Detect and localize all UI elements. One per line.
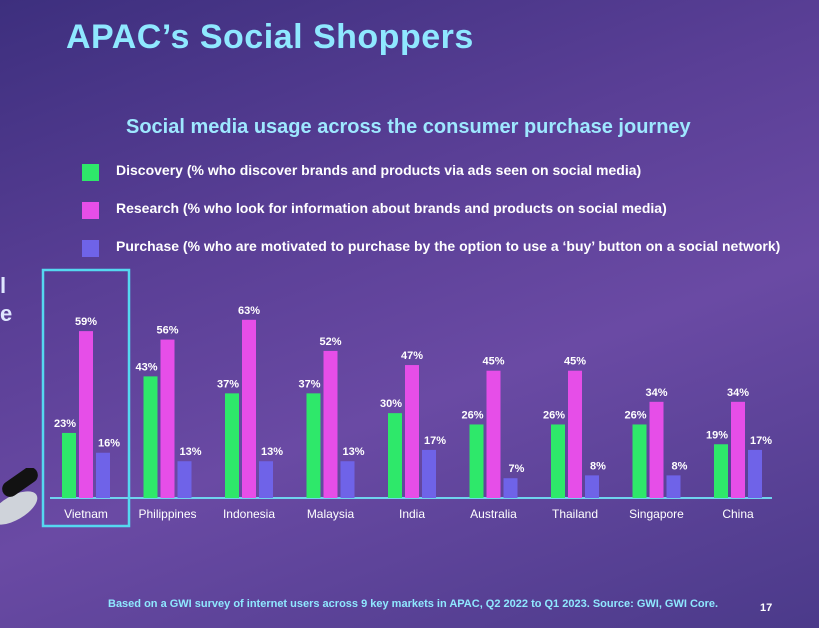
- bar-singapore-discovery: [632, 424, 647, 498]
- bar-australia-discovery: [469, 424, 484, 498]
- highlight-box: [41, 268, 131, 528]
- bar-china-discovery: [714, 444, 728, 498]
- bar-india-discovery: [388, 413, 402, 498]
- bar-india-research: [405, 365, 419, 498]
- bar-australia-purchase: [503, 478, 518, 498]
- bar-indonesia-research: [242, 319, 256, 498]
- legend-swatch-purchase: [82, 240, 99, 257]
- category-label: Philippines: [138, 507, 196, 521]
- data-label: 34%: [645, 387, 667, 399]
- data-label: 56%: [156, 325, 178, 337]
- category-label: Thailand: [552, 507, 598, 521]
- data-label: 19%: [706, 429, 728, 441]
- bar-thailand-purchase: [585, 475, 599, 498]
- data-label: 45%: [564, 356, 586, 368]
- category-label: Singapore: [629, 507, 684, 521]
- data-label: 7%: [509, 463, 525, 475]
- bar-philippines-research: [160, 339, 175, 498]
- data-label: 13%: [261, 446, 283, 458]
- bar-singapore-purchase: [666, 475, 681, 498]
- microphone-icon: [0, 468, 38, 525]
- data-label: 37%: [298, 378, 320, 390]
- data-label: 13%: [179, 446, 201, 458]
- bar-philippines-purchase: [177, 461, 192, 498]
- bar-china-research: [731, 401, 745, 498]
- data-label: 26%: [543, 409, 565, 421]
- data-label: 52%: [319, 336, 341, 348]
- bar-malaysia-discovery: [306, 393, 321, 498]
- legend-label-research: Research (% who look for information abo…: [116, 200, 667, 216]
- bar-malaysia-research: [323, 350, 338, 498]
- data-label: 8%: [672, 460, 688, 472]
- cropped-side-text-line: e: [0, 301, 13, 326]
- bar-indonesia-discovery: [225, 393, 239, 498]
- chart-title: Social media usage across the consumer p…: [126, 116, 691, 138]
- category-label: India: [399, 507, 425, 521]
- slide-title: APAC’s Social Shoppers: [66, 18, 474, 56]
- legend-label-purchase: Purchase (% who are motivated to purchas…: [116, 238, 781, 254]
- data-label: 23%: [54, 418, 76, 430]
- data-label: 17%: [750, 435, 772, 447]
- bar-vietnam-purchase: [96, 452, 110, 498]
- data-label: 43%: [135, 361, 157, 373]
- data-label: 37%: [217, 378, 239, 390]
- footnote: Based on a GWI survey of internet users …: [108, 598, 719, 610]
- category-label: Malaysia: [307, 507, 355, 521]
- legend-swatch-research: [82, 202, 99, 219]
- bar-china-purchase: [748, 449, 762, 498]
- category-label: Vietnam: [64, 507, 108, 521]
- bar-vietnam-research: [79, 331, 93, 498]
- bar-singapore-research: [649, 401, 664, 498]
- data-label: 34%: [727, 387, 749, 399]
- page-number: 17: [760, 602, 773, 614]
- data-label: 17%: [424, 435, 446, 447]
- bar-vietnam-discovery: [62, 432, 76, 498]
- category-label: China: [722, 507, 754, 521]
- bar-thailand-discovery: [551, 424, 565, 498]
- data-label: 26%: [461, 409, 483, 421]
- data-label: 13%: [342, 446, 364, 458]
- category-label: Indonesia: [223, 507, 275, 521]
- bar-india-purchase: [422, 449, 436, 498]
- data-label: 47%: [401, 350, 423, 362]
- data-label: 59%: [75, 316, 97, 328]
- data-label: 26%: [624, 409, 646, 421]
- legend-swatch-discovery: [82, 164, 99, 181]
- bar-thailand-research: [568, 370, 582, 498]
- legend-label-discovery: Discovery (% who discover brands and pro…: [116, 162, 642, 178]
- data-label: 8%: [590, 460, 606, 472]
- cropped-side-text-line: l: [0, 273, 7, 298]
- bar-malaysia-purchase: [340, 461, 355, 498]
- bar-philippines-discovery: [143, 376, 158, 498]
- data-label: 63%: [238, 305, 260, 317]
- data-label: 16%: [98, 438, 120, 450]
- category-label: Australia: [470, 507, 517, 521]
- cropped-side-text: l e: [0, 272, 12, 328]
- bar-australia-research: [486, 370, 501, 498]
- bar-indonesia-purchase: [259, 461, 273, 498]
- data-label: 45%: [482, 356, 504, 368]
- data-label: 30%: [380, 398, 402, 410]
